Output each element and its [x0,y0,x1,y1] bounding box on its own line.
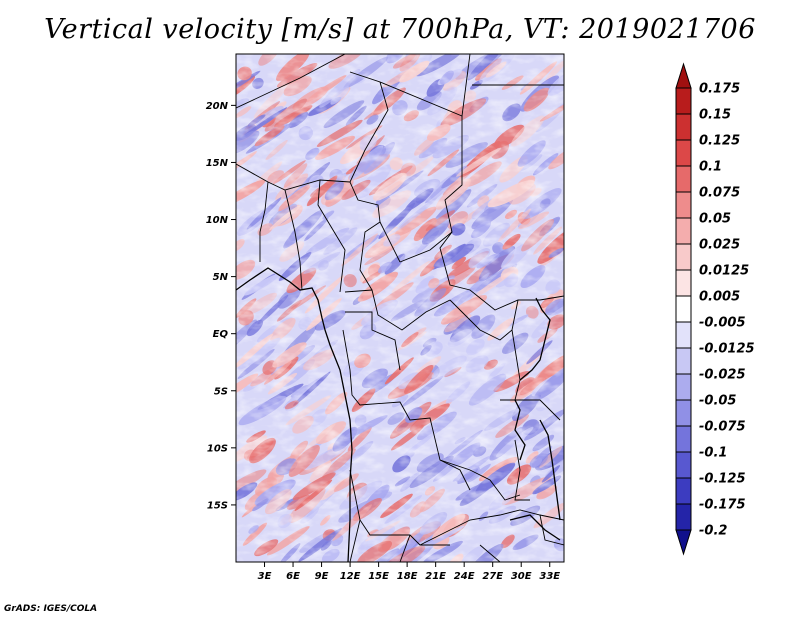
colorbar-swatch [675,425,692,453]
lon-label: 24E [454,571,475,582]
colorbar-swatch [675,217,692,245]
colorbar-label: -0.05 [699,394,736,409]
colorbar-label: -0.075 [699,420,746,435]
colorbar-label: -0.0125 [699,342,755,357]
colorbar-swatch-top [675,62,692,89]
lon-label: 3E [258,571,272,582]
longitude-axis: 3E 6E 9E 12E 15E 18E 21E 24E 27E 30E 33E [258,562,560,582]
lat-label: 15S [207,500,228,511]
colorbar-swatch [675,503,692,531]
map-title: Vertical velocity [m/s] at 700hPa, VT: 2… [44,14,756,45]
colorbar-swatch [675,165,692,193]
lat-label: 10S [207,443,228,454]
colorbar-swatch [675,399,692,427]
colorbar-swatch [675,295,692,323]
lon-label: 30E [511,571,532,582]
lon-label: 9E [315,571,329,582]
coastline [236,267,561,562]
lon-label: 15E [368,571,389,582]
colorbar-swatch [675,87,692,115]
colorbar-swatch [675,321,692,349]
colorbar-label: 0.125 [699,134,740,149]
lon-label: 27E [482,571,503,582]
lat-label: 15N [206,158,229,169]
colorbar-label: 0.15 [699,108,731,123]
lat-label: 10N [206,215,229,226]
map-frame [235,53,565,563]
colorbar-label: -0.1 [699,446,727,461]
lat-label: 5S [214,386,228,397]
colorbar-swatch-bottom [675,529,692,556]
colorbar-label: -0.2 [699,524,727,539]
colorbar-label: -0.025 [699,368,746,383]
colorbar-swatch [675,139,692,167]
colorbar-swatch [675,477,692,505]
lon-label: 6E [286,571,300,582]
colorbar-label: -0.175 [699,498,746,513]
colorbar-swatch [675,191,692,219]
colorbar-swatch [675,113,692,141]
colorbar-label: 0.075 [699,186,740,201]
lon-label: 33E [539,571,560,582]
colorbar-label: 0.1 [699,160,722,175]
colorbar-label: 0.025 [699,238,740,253]
colorbar-label: 0.175 [699,82,740,97]
latitude-axis: 20N 15N 10N 5N EQ 5S 10S 15S [206,101,236,511]
lon-label: 21E [425,571,446,582]
colorbar: 0.175 0.15 0.125 0.1 0.075 0.05 0.025 0.0125 0.0… [675,62,755,556]
colorbar-swatch [675,243,692,271]
lat-label: 20N [206,101,229,112]
colorbar-label: 0.0125 [699,264,749,279]
colorbar-label: 0.05 [699,212,731,227]
colorbar-label: -0.005 [699,316,746,331]
colorbar-swatch [675,451,692,479]
colorbar-swatch [675,269,692,297]
country-borders [236,54,564,562]
lon-label: 18E [397,571,418,582]
lat-label: 5N [213,272,229,283]
lat-label: EQ [213,329,229,340]
colorbar-swatch [675,347,692,375]
grads-credit: GrADS: IGES/COLA [4,604,98,614]
colorbar-label: -0.125 [699,472,746,487]
colorbar-swatch [675,373,692,401]
lon-label: 12E [340,571,361,582]
field-layer [236,54,564,562]
colorbar-label: 0.005 [699,290,740,305]
